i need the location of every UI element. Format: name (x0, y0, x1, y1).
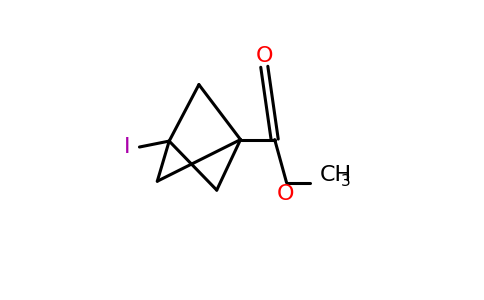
Text: O: O (276, 184, 294, 204)
Text: CH: CH (319, 165, 351, 185)
Text: O: O (256, 46, 273, 66)
Text: I: I (124, 137, 131, 157)
Text: 3: 3 (341, 174, 350, 189)
